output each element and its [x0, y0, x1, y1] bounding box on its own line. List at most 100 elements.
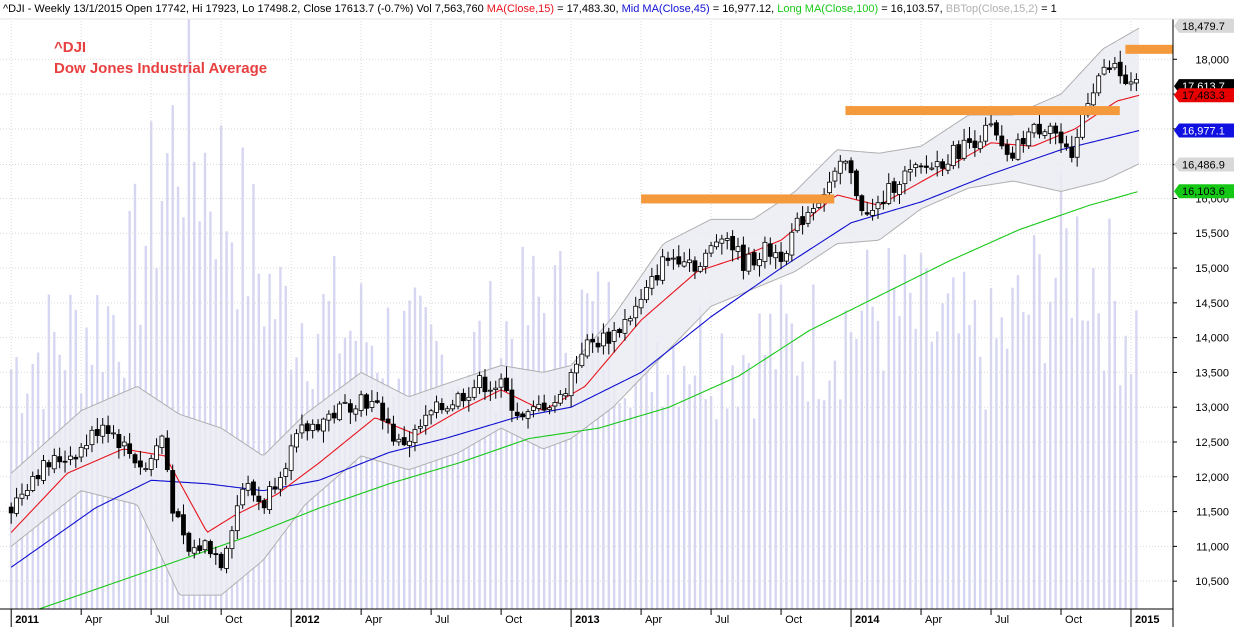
x-tick-label: 2011: [15, 614, 39, 626]
volume-bar: [542, 313, 546, 609]
bollinger-upper: [10, 27, 1140, 474]
candle-body: [854, 170, 859, 197]
volume-bar: [1059, 174, 1063, 609]
candle-body: [913, 164, 919, 168]
volume-bar: [801, 361, 804, 609]
volume-bar: [198, 221, 201, 610]
candle-body: [848, 160, 854, 174]
volume-bar: [1054, 277, 1057, 609]
candle-body: [1020, 137, 1026, 145]
volume-bar: [446, 426, 449, 609]
candle-body: [1010, 152, 1015, 159]
volume-bar: [887, 247, 890, 610]
volume-bar: [429, 324, 433, 609]
candle-body: [245, 483, 251, 491]
volume-bar: [645, 290, 648, 609]
candle-body: [509, 389, 515, 411]
header-segment: Mid MA(Close,45): [622, 3, 710, 15]
volume-bar: [268, 273, 271, 609]
candle-body: [304, 423, 310, 432]
volume-bar: [952, 277, 955, 609]
volume-bar: [785, 313, 788, 609]
volume-bar: [591, 301, 594, 609]
y-tick-label: 13,500: [1195, 367, 1229, 379]
volume-bar: [230, 242, 234, 610]
candle-body: [977, 141, 983, 150]
volume-bar: [526, 325, 530, 609]
y-tick-label: 15,500: [1195, 228, 1229, 240]
volume-bar: [693, 375, 697, 609]
volume-bar: [656, 342, 659, 609]
candle-body: [665, 257, 671, 261]
candle-body: [62, 460, 68, 463]
volume-bar: [704, 399, 707, 609]
volume-bar: [612, 382, 616, 609]
candle-body: [601, 332, 606, 347]
candle-body: [757, 259, 762, 267]
header-segment: MA(Close,15): [487, 3, 554, 15]
candle-body: [1026, 131, 1032, 147]
volume-bar: [828, 380, 831, 609]
volume-bar: [1129, 373, 1133, 609]
candle-body: [552, 402, 558, 407]
y-tick-label: 18,000: [1195, 54, 1229, 66]
y-tick-label: 12,000: [1195, 472, 1229, 484]
volume-bar: [892, 288, 896, 609]
candle-body: [213, 553, 219, 556]
bollinger-lower: [10, 163, 1140, 596]
volume-bar: [1065, 228, 1068, 609]
y-tick-label: 10,500: [1195, 576, 1229, 588]
candle-body: [1058, 131, 1064, 144]
candle-body: [832, 170, 838, 182]
header-segment: Long MA(Close,100): [777, 3, 878, 15]
y-tick-label: 11,500: [1196, 507, 1229, 519]
candle-body: [784, 253, 789, 262]
volume-bar: [1086, 320, 1090, 609]
x-tick-label: Apr: [645, 614, 662, 626]
candle-body: [57, 456, 63, 463]
volume-bar: [580, 289, 584, 609]
volume-bar: [1027, 314, 1030, 609]
volume-bar: [882, 370, 885, 609]
candle-body: [934, 161, 940, 168]
candle-body: [719, 238, 725, 244]
candle-body: [89, 429, 95, 446]
candle-body: [1042, 131, 1048, 136]
candle-body: [1074, 136, 1080, 158]
volume-bar: [548, 370, 551, 609]
candle-body: [660, 256, 666, 281]
candle-body: [1117, 61, 1123, 77]
candle-body: [41, 460, 46, 481]
volume-bar: [677, 406, 680, 609]
volume-bar: [909, 292, 912, 609]
candle-body: [121, 441, 127, 447]
candle-body: [1004, 144, 1010, 155]
volume-bar: [866, 249, 869, 609]
candle-body: [24, 490, 30, 496]
candle-body: [1096, 75, 1102, 94]
volume-bar: [311, 389, 314, 609]
volume-bar: [699, 306, 702, 609]
candle-body: [207, 541, 213, 555]
candle-body: [229, 530, 235, 550]
ma-long-line: [39, 191, 1138, 610]
x-tick-label: 2012: [295, 614, 319, 626]
candle-body: [444, 408, 450, 412]
candle-body: [272, 486, 278, 490]
volume-bar: [451, 388, 454, 609]
volume-bar: [176, 186, 180, 609]
volume-bar: [171, 105, 174, 609]
candle-body: [541, 402, 547, 411]
candle-body: [859, 195, 865, 212]
candle-body: [1133, 78, 1139, 84]
candle-body: [531, 406, 536, 411]
volume-bar: [817, 399, 820, 609]
volume-bar: [586, 293, 589, 609]
candle-body: [1037, 123, 1042, 135]
volume-bar: [1102, 370, 1106, 609]
candle-body: [154, 445, 159, 461]
candle-body: [627, 318, 633, 322]
candle-body: [1069, 146, 1075, 158]
candle-body: [132, 454, 138, 464]
